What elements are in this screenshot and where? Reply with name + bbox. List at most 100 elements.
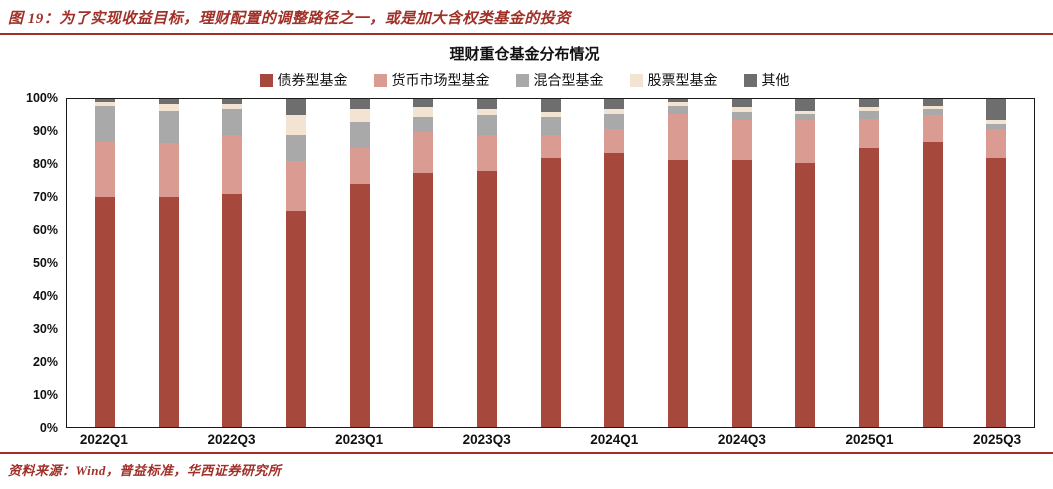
bar-segment (413, 131, 434, 173)
y-tick-label: 20% (32, 355, 58, 369)
bar-segment (540, 117, 561, 136)
bar-segment (731, 120, 752, 160)
bar-segment (94, 105, 115, 142)
y-axis: 0% 10% 20% 30% 40% 50% 60% 70% 80% 90% 100% (14, 91, 66, 435)
y-tick-label: 10% (32, 388, 58, 402)
legend-label: 货币市场型基金 (391, 72, 490, 88)
legend-label: 股票型基金 (647, 72, 718, 88)
bar-segment (222, 108, 243, 136)
legend-item: 货币市场型基金 (373, 70, 490, 90)
x-tick-label (136, 432, 200, 447)
bar-segment (667, 102, 688, 106)
x-tick-label (774, 432, 838, 447)
x-tick-label (646, 432, 710, 447)
bar-slot (710, 99, 774, 427)
y-tick-label: 0% (39, 421, 58, 435)
bar-segment (222, 135, 243, 195)
x-tick-label: 2024Q1 (590, 432, 639, 447)
bar-segment (795, 120, 816, 163)
bar-segment (285, 99, 306, 116)
x-tick-label: 2023Q1 (335, 432, 384, 447)
bar-segment (922, 115, 943, 142)
bar-segment (285, 115, 306, 136)
bar-segment (795, 162, 816, 427)
legend-item: 其他 (743, 70, 790, 90)
bar-slot (137, 99, 201, 427)
stacked-bar (858, 99, 879, 427)
bar-segment (667, 113, 688, 160)
bar-segment (413, 99, 434, 108)
bar-slot (646, 99, 710, 427)
x-tick-label (901, 432, 965, 447)
bar-segment (604, 153, 625, 427)
bar-segment (540, 158, 561, 427)
bar-segment (795, 99, 816, 111)
bar-segment (858, 110, 879, 119)
bar-segment (94, 197, 115, 427)
bar-segment (476, 135, 497, 172)
bar-segment (413, 172, 434, 427)
bar-segment (922, 99, 943, 106)
chart-title: 理财重仓基金分布情况 (449, 46, 600, 63)
bar-slot (455, 99, 519, 427)
bar-segment (476, 115, 497, 136)
bar-segment (667, 105, 688, 114)
y-tick-label: 40% (32, 289, 58, 303)
bar-segment (349, 184, 370, 427)
legend-swatch-icon (629, 73, 643, 87)
stacked-bar (94, 99, 115, 427)
source-note: 资料来源：Wind，普益标准，华西证券研究所 (8, 463, 282, 478)
stacked-bar (285, 99, 306, 427)
x-axis: 2022Q1 2022Q3 2023Q1 2023Q3 2024Q1 2024Q3 2025… (66, 428, 1035, 447)
figure-title: 图 19：为了实现收益目标，理财配置的调整路径之一，或是加大含权类基金的投资 (8, 11, 571, 27)
plot-area (66, 98, 1035, 428)
legend-item: 股票型基金 (629, 70, 718, 90)
bar-slot (328, 99, 392, 427)
x-tick-label: 2023Q3 (462, 432, 511, 447)
bar-slot (200, 99, 264, 427)
stacked-bar (667, 99, 688, 427)
stacked-bar (731, 99, 752, 427)
bar-segment (158, 103, 179, 111)
bar-slot (837, 99, 901, 427)
bar-segment (349, 148, 370, 185)
y-tick-label: 30% (32, 322, 58, 336)
y-tick-label: 90% (32, 124, 58, 138)
bar-segment (731, 107, 752, 113)
bar-segment (986, 120, 1007, 124)
x-tick-label (263, 432, 327, 447)
bar-slot (391, 99, 455, 427)
bar-segment (413, 107, 434, 118)
bar-segment (986, 158, 1007, 427)
bar-segment (795, 113, 816, 121)
x-tick-label: 2024Q3 (717, 432, 766, 447)
legend-swatch-icon (515, 73, 529, 87)
chart-legend: 债券型基金 货币市场型基金 混合型基金 股票型基金 其他 (14, 70, 1035, 90)
x-tick-label (519, 432, 583, 447)
x-tick-label: 2022Q1 (79, 432, 128, 447)
bar-segment (476, 108, 497, 116)
bar-slot (773, 99, 837, 427)
bar-segment (731, 112, 752, 121)
bar-segment (795, 110, 816, 114)
bar-segment (285, 210, 306, 427)
bar-segment (222, 99, 243, 104)
bar-segment (858, 107, 879, 111)
stacked-bar (986, 99, 1007, 427)
bar-segment (604, 99, 625, 109)
bar-segment (667, 99, 688, 103)
legend-swatch-icon (259, 73, 273, 87)
x-tick-label: 2025Q3 (973, 432, 1022, 447)
bar-segment (476, 171, 497, 427)
stacked-bar (222, 99, 243, 427)
legend-label: 债券型基金 (277, 72, 348, 88)
legend-item: 债券型基金 (259, 70, 348, 90)
bar-segment (158, 110, 179, 144)
bar-segment (858, 99, 879, 108)
x-tick-label: 2022Q3 (207, 432, 256, 447)
bar-slot (901, 99, 965, 427)
figure-header: 图 19：为了实现收益目标，理财配置的调整路径之一，或是加大含权类基金的投资 (0, 0, 1053, 35)
bar-segment (922, 108, 943, 116)
bar-segment (986, 128, 1007, 159)
